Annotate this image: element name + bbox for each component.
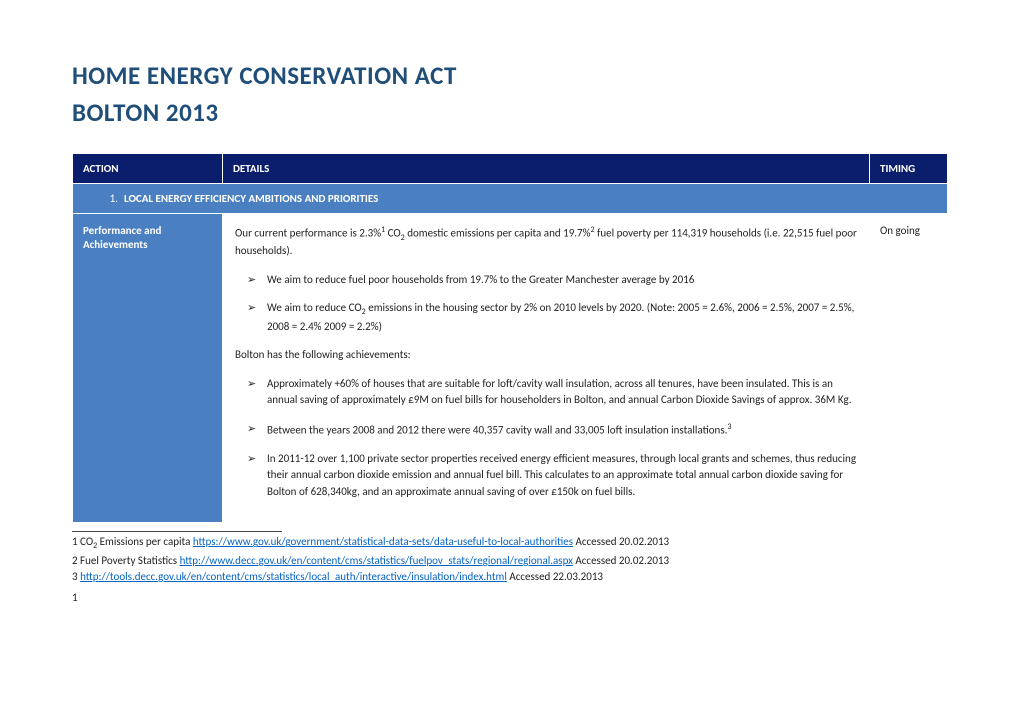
details-paragraph: Bolton has the following achievements: bbox=[235, 347, 857, 364]
bullet-list: Approximately +60% of houses that are su… bbox=[235, 376, 857, 501]
page-title-line2: BOLTON 2013 bbox=[72, 97, 948, 128]
col-header-action: ACTION bbox=[73, 153, 223, 183]
table-header-row: ACTION DETAILS TIMING bbox=[73, 153, 948, 183]
footnote-ref: 3 bbox=[727, 422, 731, 432]
footnote-link[interactable]: http://www.decc.gov.uk/en/content/cms/st… bbox=[180, 554, 573, 567]
list-item: We aim to reduce fuel poor households fr… bbox=[267, 272, 857, 289]
page-title-line1: HOME ENERGY CONSERVATION ACT bbox=[72, 60, 948, 91]
col-header-timing: TIMING bbox=[870, 153, 948, 183]
text-fragment: CO bbox=[385, 226, 401, 239]
section-title: LOCAL ENERGY EFFICIENCY AMBITIONS AND PR… bbox=[124, 192, 378, 205]
text-fragment: 3 bbox=[72, 570, 80, 583]
col-header-details: DETAILS bbox=[223, 153, 870, 183]
footnote: 1 CO2 Emissions per capita https://www.g… bbox=[72, 534, 948, 553]
list-item: Between the years 2008 and 2012 there we… bbox=[267, 421, 857, 439]
text-fragment: Emissions per capita bbox=[97, 535, 193, 548]
section-number: 1. bbox=[83, 192, 118, 205]
list-item: In 2011-12 over 1,100 private sector pro… bbox=[267, 451, 857, 501]
text-fragment: Accessed 22.03.2013 bbox=[507, 570, 603, 583]
footnote: 3 http://tools.decc.gov.uk/en/content/cm… bbox=[72, 569, 948, 585]
table-row: Performance and Achievements Our current… bbox=[73, 213, 948, 523]
page-number: 1 bbox=[72, 591, 948, 604]
policy-table: ACTION DETAILS TIMING 1. LOCAL ENERGY EFF… bbox=[72, 153, 948, 524]
text-fragment: We aim to reduce CO bbox=[267, 301, 362, 314]
list-item: We aim to reduce CO2 emissions in the ho… bbox=[267, 300, 857, 335]
details-paragraph: Our current performance is 2.3%1 CO2 dom… bbox=[235, 224, 857, 260]
timing-cell: On going bbox=[870, 213, 948, 523]
text-fragment: domestic emissions per capita and 19.7% bbox=[405, 226, 591, 239]
list-item: Approximately +60% of houses that are su… bbox=[267, 376, 857, 409]
text-fragment: Accessed 20.02.2013 bbox=[573, 554, 669, 567]
bullet-list: We aim to reduce fuel poor households fr… bbox=[235, 272, 857, 335]
text-fragment: Accessed 20.02.2013 bbox=[573, 535, 669, 548]
table-section-row: 1. LOCAL ENERGY EFFICIENCY AMBITIONS AND … bbox=[73, 183, 948, 213]
footnote-link[interactable]: https://www.gov.uk/government/statistica… bbox=[193, 535, 573, 548]
details-cell: Our current performance is 2.3%1 CO2 dom… bbox=[223, 213, 870, 523]
text-fragment: 2 Fuel Poverty Statistics bbox=[72, 554, 180, 567]
footnote-rule bbox=[72, 531, 282, 532]
footnotes: 1 CO2 Emissions per capita https://www.g… bbox=[72, 531, 948, 585]
text-fragment: 1 CO bbox=[72, 535, 93, 548]
footnote: 2 Fuel Poverty Statistics http://www.dec… bbox=[72, 553, 948, 569]
document-page: HOME ENERGY CONSERVATION ACT BOLTON 2013… bbox=[0, 0, 1020, 614]
text-fragment: Our current performance is 2.3% bbox=[235, 226, 381, 239]
text-fragment: Between the years 2008 and 2012 there we… bbox=[267, 423, 727, 436]
footnote-link[interactable]: http://tools.decc.gov.uk/en/content/cms/… bbox=[80, 570, 507, 583]
action-cell: Performance and Achievements bbox=[73, 213, 223, 523]
